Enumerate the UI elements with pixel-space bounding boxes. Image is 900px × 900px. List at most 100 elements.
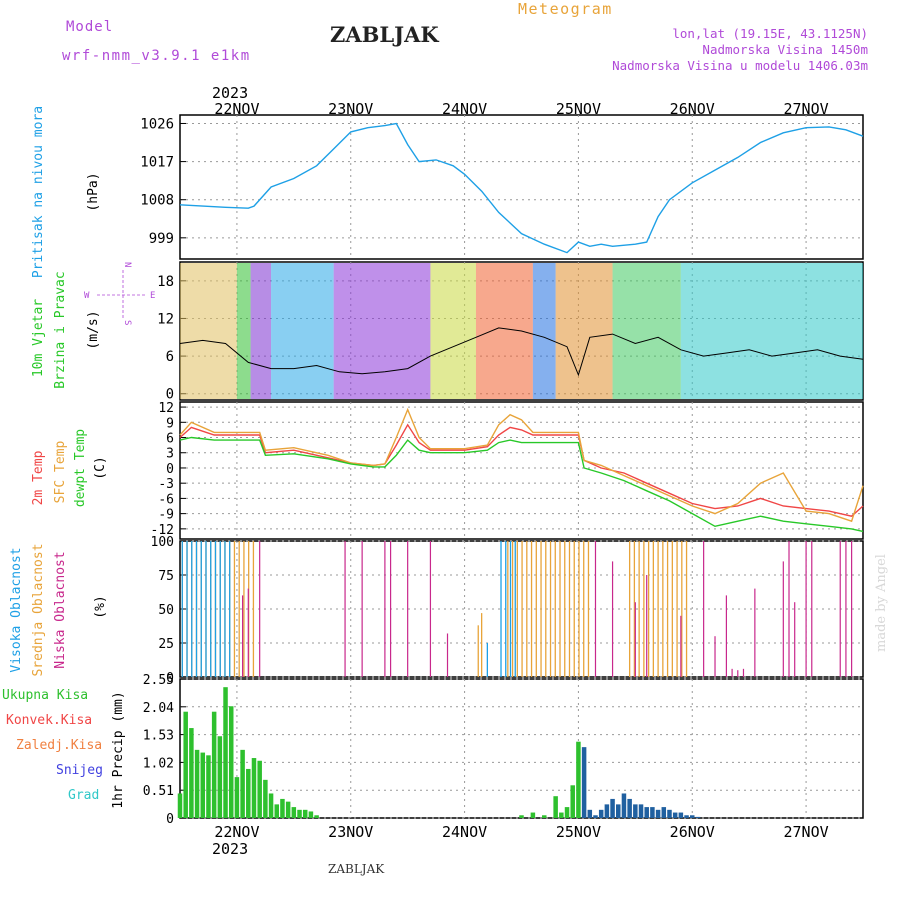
time-label-bottom: 26NOV <box>670 823 715 841</box>
footer-title: ZABLJAK <box>328 862 385 876</box>
temp-tick-label: -3 <box>158 477 174 492</box>
precip-bar <box>678 812 684 818</box>
pressure-tick-label: 1008 <box>140 193 174 209</box>
temp-frame <box>179 401 864 540</box>
wind-vector-band <box>680 263 863 399</box>
meteogram-label: Meteogram <box>518 0 613 18</box>
precip-bar <box>274 804 280 818</box>
compass-e: E <box>150 291 155 301</box>
precip-bar <box>598 809 604 818</box>
precip-bar <box>604 804 610 818</box>
precip-bar <box>189 728 194 818</box>
wind-vector-band <box>430 263 476 399</box>
compass-s: S <box>122 320 132 325</box>
precip-bar <box>587 809 593 818</box>
precip-bar <box>650 807 655 818</box>
compass-icon: N S W E <box>84 262 155 325</box>
temp-dewpt-line <box>179 436 864 533</box>
precip-bar <box>211 711 217 818</box>
pressure-unit: (hPa) <box>86 172 101 211</box>
wind-vector-band <box>612 263 681 399</box>
pressure-ylabel: Pritisak na nivou mora <box>31 106 46 278</box>
model-elevation-text: Nadmorska Visina u modelu 1406.03m <box>612 58 868 73</box>
precip-legend-total: Ukupna Kisa <box>2 688 88 703</box>
precip-bar <box>593 815 598 818</box>
precip-bar <box>684 815 689 818</box>
precip-ylabel: 1hr Precip (mm) <box>111 691 126 808</box>
time-label-bottom: 24NOV <box>442 823 487 841</box>
precip-bar <box>297 809 302 818</box>
wind-tick-label: 18 <box>157 274 174 290</box>
wind-speed-line <box>179 327 864 377</box>
precip-bar <box>194 749 200 818</box>
precip-bar <box>177 793 183 818</box>
precip-frame <box>179 678 864 819</box>
precip-tick-label: 1.53 <box>143 729 174 744</box>
temp-label-sfc: SFC Temp <box>53 441 68 504</box>
time-label-top: 24NOV <box>442 100 487 118</box>
precip-bar <box>627 798 632 818</box>
temp-tick-label: 6 <box>166 432 174 447</box>
pressure-series-line <box>179 122 864 254</box>
temp-tick-label: 9 <box>166 416 174 431</box>
precip-bar <box>206 755 211 818</box>
precip-bar <box>672 812 678 818</box>
temp-tick-label: 3 <box>166 447 174 462</box>
time-label-bottom: 23NOV <box>328 823 373 841</box>
wind-tick-label: 6 <box>166 349 174 365</box>
precip-bar <box>542 815 547 818</box>
time-label-top: 23NOV <box>328 100 373 118</box>
temp-label-2m: 2m Temp <box>31 450 46 505</box>
precip-bar <box>621 793 627 818</box>
precip-tick-label: 0 <box>166 812 174 827</box>
precip-bar <box>644 807 649 818</box>
cloud-unit: (%) <box>93 595 108 618</box>
compass-w: W <box>84 291 90 301</box>
precip-bar <box>291 807 297 818</box>
precip-bar <box>661 807 667 818</box>
wind-unit: (m/s) <box>86 310 101 349</box>
time-label-bottom: 27NOV <box>784 823 829 841</box>
precip-bar <box>695 816 701 818</box>
time-label-top: 27NOV <box>784 100 829 118</box>
temp-label-dewpt: dewpt Temp <box>73 429 88 507</box>
compass-n: N <box>122 262 132 267</box>
precip-bar <box>581 747 587 818</box>
precip-legend-freezing: Zaledj.Kisa <box>16 738 102 753</box>
time-label-bottom: 22NOV <box>214 823 259 841</box>
precip-bar <box>223 687 228 818</box>
precip-bar <box>308 811 314 818</box>
precip-bar <box>268 793 274 818</box>
wind-vector-band <box>555 263 613 399</box>
precip-bar <box>280 798 285 818</box>
precip-bar <box>285 801 291 818</box>
precip-bar <box>570 785 575 818</box>
pressure-tick-label: 999 <box>149 231 174 247</box>
cloud-label-mid: Srednja Oblacnost <box>31 543 46 676</box>
precip-bar <box>553 796 558 818</box>
cloud-tick-label: 0 <box>166 671 174 686</box>
wind-tick-label: 12 <box>157 311 174 327</box>
precip-bar <box>257 760 262 818</box>
wind-tick-label: 0 <box>166 387 174 403</box>
precip-legend-snow: Snijeg <box>56 763 103 778</box>
temp-unit: (C) <box>93 456 108 479</box>
temp-sfc-line <box>179 407 864 523</box>
precip-bar <box>610 798 615 818</box>
precip-bar <box>183 711 188 818</box>
model-label: Model <box>66 19 114 35</box>
cloud-label-high: Visoka Oblacnost <box>9 547 24 672</box>
temp-tick-label: 12 <box>158 401 174 416</box>
precip-bar <box>655 809 661 818</box>
pressure-frame <box>179 114 864 260</box>
precip-tick-label: 1.02 <box>143 756 174 771</box>
precip-bar <box>314 815 319 818</box>
wind-vector-band <box>180 263 237 399</box>
pressure-tick-label: 1017 <box>140 155 174 171</box>
wind-vector-band <box>271 263 334 399</box>
elevation-text: Nadmorska Visina 1450m <box>702 42 868 57</box>
precip-legend-hail: Grad <box>68 788 99 803</box>
precip-bar <box>234 777 240 818</box>
precip-bar <box>616 804 621 818</box>
